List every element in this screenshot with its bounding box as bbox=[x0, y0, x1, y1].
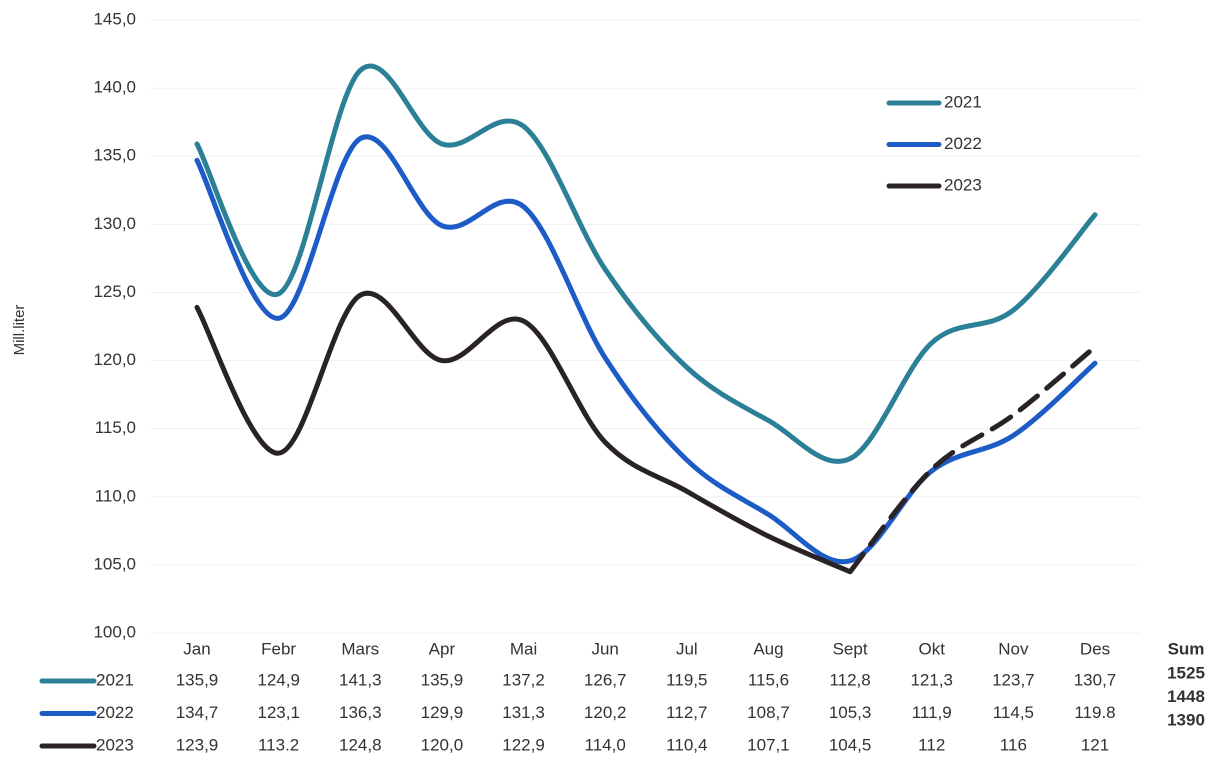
table-value: 120,0 bbox=[421, 735, 464, 754]
table-value: 121 bbox=[1081, 735, 1109, 754]
legend-label: 2023 bbox=[944, 175, 982, 194]
x-tick-label: Jul bbox=[676, 639, 698, 658]
x-tick-label: Jun bbox=[591, 639, 618, 658]
table-value: 112 bbox=[918, 735, 945, 754]
table-value: 123,9 bbox=[176, 735, 219, 754]
y-tick-label: 145,0 bbox=[93, 9, 136, 28]
table-value: 136,3 bbox=[339, 703, 382, 722]
table-value: 123,1 bbox=[257, 703, 300, 722]
y-tick-label: 125,0 bbox=[93, 282, 136, 301]
x-tick-label: Apr bbox=[429, 639, 456, 658]
table-value: 131,3 bbox=[502, 703, 545, 722]
table-value: 114,0 bbox=[585, 735, 626, 754]
table-value: 119,5 bbox=[666, 670, 707, 689]
y-tick-label: 110,0 bbox=[95, 486, 136, 505]
y-tick-label: 105,0 bbox=[93, 554, 136, 573]
x-tick-label: Des bbox=[1080, 639, 1110, 658]
x-tick-label: Febr bbox=[261, 639, 296, 658]
x-tick-label: Mai bbox=[510, 639, 537, 658]
table-sum: 1525 bbox=[1167, 663, 1205, 682]
x-tick-label: Jan bbox=[183, 639, 210, 658]
table-value: 121,3 bbox=[910, 670, 953, 689]
table-series-label: 2022 bbox=[96, 703, 134, 722]
y-tick-label: 140,0 bbox=[93, 78, 136, 97]
table-value: 110,4 bbox=[666, 735, 707, 754]
table-value: 108,7 bbox=[747, 703, 790, 722]
table-value: 130,7 bbox=[1074, 670, 1117, 689]
table-value: 141,3 bbox=[339, 670, 382, 689]
table-value: 115,6 bbox=[748, 670, 789, 689]
sum-header: Sum bbox=[1168, 639, 1205, 658]
table-value: 129,9 bbox=[421, 703, 464, 722]
table-value: 112,8 bbox=[829, 670, 870, 689]
table-value: 123,7 bbox=[992, 670, 1035, 689]
x-tick-label: Aug bbox=[753, 639, 783, 658]
table-series-label: 2023 bbox=[96, 735, 134, 754]
series-line bbox=[847, 344, 1098, 575]
table-series-label: 2021 bbox=[96, 670, 134, 689]
legend-label: 2021 bbox=[944, 92, 982, 111]
y-tick-label: 135,0 bbox=[93, 146, 136, 165]
y-tick-label: 130,0 bbox=[93, 214, 136, 233]
table-value: 107,1 bbox=[747, 735, 790, 754]
table-value: 120,2 bbox=[584, 703, 627, 722]
table-value: 135,9 bbox=[176, 670, 219, 689]
y-tick-label: 115,0 bbox=[95, 418, 136, 437]
series-line bbox=[194, 63, 1098, 464]
table-value: 111,9 bbox=[912, 703, 952, 722]
legend-label: 2022 bbox=[944, 134, 982, 153]
table-sum: 1448 bbox=[1167, 687, 1205, 706]
table-value: 112,7 bbox=[666, 703, 707, 722]
y-tick-label: 120,0 bbox=[93, 350, 136, 369]
table-value: 124,8 bbox=[339, 735, 382, 754]
table-value: 135,9 bbox=[421, 670, 464, 689]
table-value: 105,3 bbox=[829, 703, 872, 722]
table-value: 134,7 bbox=[176, 703, 219, 722]
series-line bbox=[194, 134, 1098, 565]
table-value: 113.2 bbox=[258, 735, 299, 754]
table-value: 137,2 bbox=[502, 670, 545, 689]
x-tick-label: Nov bbox=[998, 639, 1029, 658]
x-tick-label: Okt bbox=[919, 639, 946, 658]
table-value: 119.8 bbox=[1074, 703, 1115, 722]
series-line bbox=[194, 290, 853, 575]
table-value: 124,9 bbox=[257, 670, 300, 689]
table-value: 116 bbox=[1000, 735, 1027, 754]
table-value: 122,9 bbox=[502, 735, 545, 754]
table-value: 114,5 bbox=[993, 703, 1034, 722]
y-axis-label: Mill.liter bbox=[11, 305, 28, 356]
x-tick-label: Mars bbox=[341, 639, 379, 658]
table-value: 126,7 bbox=[584, 670, 627, 689]
table-sum: 1390 bbox=[1167, 710, 1205, 729]
y-tick-label: 100,0 bbox=[93, 622, 136, 641]
table-value: 104,5 bbox=[829, 735, 872, 754]
x-tick-label: Sept bbox=[833, 639, 868, 658]
